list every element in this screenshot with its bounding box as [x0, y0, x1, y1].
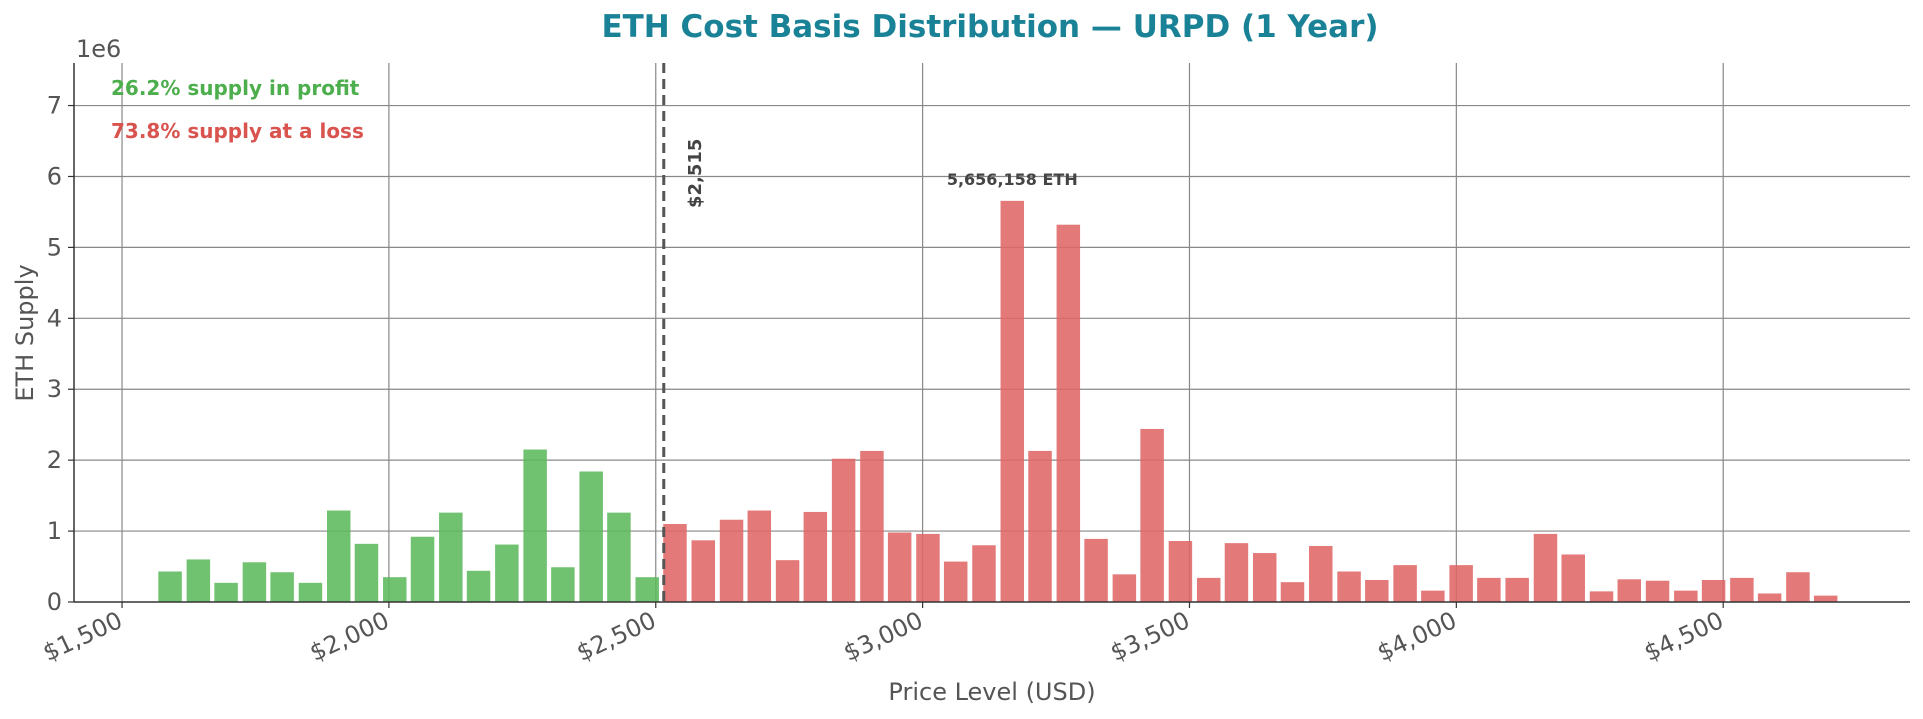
x-tick-label: $4,000	[1373, 606, 1461, 667]
bar-profit	[354, 543, 379, 602]
bar-loss	[691, 540, 715, 602]
x-tick-label: $3,500	[1106, 606, 1194, 667]
bar-loss	[1309, 545, 1333, 602]
bar-profit	[607, 512, 631, 602]
profit-annotation: 26.2% supply in profit	[111, 76, 360, 100]
current-price-label: $2,515	[685, 139, 706, 208]
bar-profit	[298, 582, 323, 602]
bar-loss	[860, 450, 884, 602]
bar-loss	[775, 560, 800, 602]
axes	[73, 63, 1910, 603]
bar-profit	[158, 571, 182, 602]
y-tick-label: 6	[47, 162, 62, 190]
bar-loss	[1617, 579, 1642, 602]
bar-loss	[1813, 595, 1838, 602]
bar-series	[158, 200, 1838, 602]
bar-profit	[326, 510, 351, 602]
y-offset-text: 1e6	[76, 35, 121, 63]
bar-loss	[1252, 553, 1277, 602]
bar-loss	[1645, 580, 1670, 602]
chart-title: ETH Cost Basis Distribution — URPD (1 Ye…	[601, 9, 1378, 45]
y-tick-label: 4	[47, 304, 62, 332]
bar-loss	[1533, 533, 1558, 602]
bar-loss	[1084, 538, 1108, 602]
bar-loss	[1786, 572, 1810, 602]
x-tick-label: $4,500	[1640, 606, 1728, 667]
bar-loss	[1224, 543, 1249, 602]
bar-loss	[1757, 593, 1782, 602]
bar-loss	[831, 458, 856, 602]
bar-loss	[1140, 428, 1164, 602]
y-tick-label: 1	[47, 517, 62, 545]
bar-loss	[1449, 565, 1473, 602]
y-tick-label: 3	[47, 375, 62, 403]
bar-profit	[410, 536, 435, 602]
y-tick-labels: 0 1 2 3 4 5 6 7	[47, 92, 74, 616]
bar-loss	[1589, 591, 1614, 602]
bar-loss	[972, 545, 996, 602]
y-tick-label: 0	[47, 588, 62, 616]
y-axis-title: ETH Supply	[11, 264, 39, 401]
bar-loss	[1280, 582, 1305, 602]
grid-lines	[74, 63, 1910, 602]
current-price-marker: $2,515	[662, 63, 706, 602]
bar-loss	[1701, 580, 1726, 602]
bar-profit	[439, 512, 463, 602]
bar-loss	[1000, 200, 1025, 602]
x-tick-label: $2,000	[305, 606, 393, 667]
bar-loss	[747, 510, 772, 602]
bar-loss	[1196, 577, 1221, 602]
bar-profit	[495, 544, 519, 602]
y-tick-label: 7	[47, 92, 62, 120]
bar-loss	[943, 561, 968, 602]
bar-loss	[1477, 577, 1501, 602]
bar-loss	[1365, 580, 1389, 602]
peak-label: 5,656,158 ETH	[947, 170, 1078, 189]
bar-loss	[1505, 577, 1529, 602]
bar-loss	[1112, 574, 1137, 602]
bar-loss	[1730, 577, 1754, 602]
y-tick-label: 2	[47, 446, 62, 474]
bar-profit	[270, 572, 294, 602]
bar-profit	[214, 582, 238, 602]
bar-loss	[1337, 571, 1361, 602]
bar-loss	[1674, 590, 1698, 602]
bar-loss	[887, 532, 912, 602]
bar-profit	[242, 562, 267, 602]
bar-loss	[719, 519, 744, 602]
bar-loss	[1561, 554, 1585, 602]
bar-profit	[466, 570, 491, 602]
bar-profit	[523, 449, 547, 602]
bar-profit	[186, 559, 211, 602]
bar-loss	[1056, 224, 1081, 602]
bar-loss	[803, 511, 828, 602]
x-tick-labels: $1,500 $2,000 $2,500 $3,000 $3,500 $4,000 $4,5…	[39, 602, 1728, 667]
bar-loss	[1028, 450, 1052, 602]
bar-profit	[383, 577, 407, 602]
loss-annotation: 73.8% supply at a loss	[111, 119, 364, 143]
x-axis-title: Price Level (USD)	[888, 678, 1095, 706]
y-tick-label: 5	[47, 233, 62, 261]
x-tick-label: $3,000	[839, 606, 927, 667]
bar-loss	[1168, 541, 1193, 602]
bar-profit	[635, 577, 659, 602]
bar-loss	[916, 533, 940, 602]
x-tick-label: $2,500	[572, 606, 660, 667]
bar-profit	[551, 567, 575, 602]
bar-profit	[579, 471, 603, 602]
bar-loss	[1421, 590, 1445, 602]
bar-loss	[1393, 565, 1417, 602]
bar-loss	[663, 523, 687, 602]
